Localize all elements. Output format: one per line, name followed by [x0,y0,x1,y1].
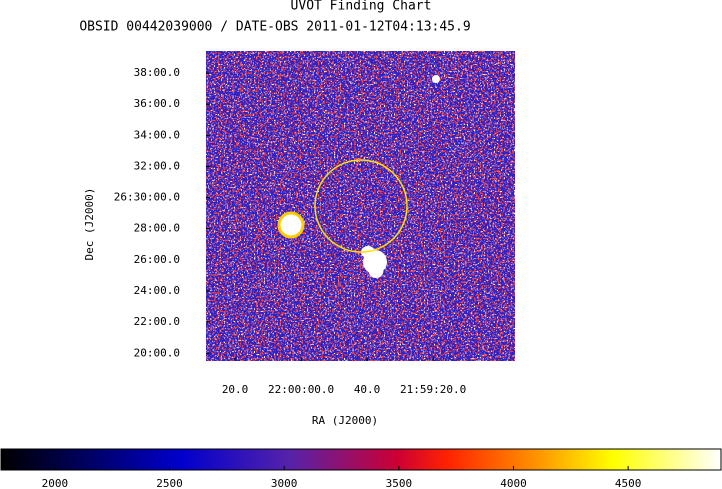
y-axis-label: Dec (J2000) [83,188,96,261]
y-tick-label: 26:00.0 [134,253,180,266]
x-axis-label: RA (J2000) [312,414,378,427]
y-tick-label: 28:00.0 [134,222,180,235]
colorbar-tick-label: 2000 [42,477,69,489]
colorbar-tick-label: 4500 [615,477,642,489]
x-tick-label: 21:59:20.0 [400,383,466,396]
chart-title: UVOT Finding Chart [291,0,432,14]
y-tick-label: 38:00.0 [134,66,180,79]
bright-star [277,211,305,239]
source-circle [314,159,408,253]
colorbar-tick-label: 3500 [386,477,413,489]
x-tick-label: 40.0 [354,383,381,396]
colorbar-tick-label: 4000 [500,477,527,489]
y-tick-label: 34:00.0 [134,128,180,141]
x-tick-label: 22:00:00.0 [268,383,334,396]
y-tick-label: 22:00.0 [134,315,180,328]
galaxy [369,266,383,278]
x-tick-label: 20.0 [222,383,249,396]
colorbar-tick-label: 2500 [156,477,183,489]
y-tick-label: 24:00.0 [134,284,180,297]
star [432,75,440,83]
y-tick-label: 20:00.0 [134,346,180,359]
chart-subtitle: OBSID 00442039000 / DATE-OBS 2011-01-12T… [79,20,470,35]
colorbar-tick-label: 3000 [271,477,298,489]
y-tick-label: 36:00.0 [134,97,180,110]
y-tick-label: 32:00.0 [134,160,180,173]
y-tick-label: 26:30:00.0 [114,191,180,204]
image-stars [206,51,515,361]
sky-image [206,51,515,361]
colorbar [0,448,722,471]
